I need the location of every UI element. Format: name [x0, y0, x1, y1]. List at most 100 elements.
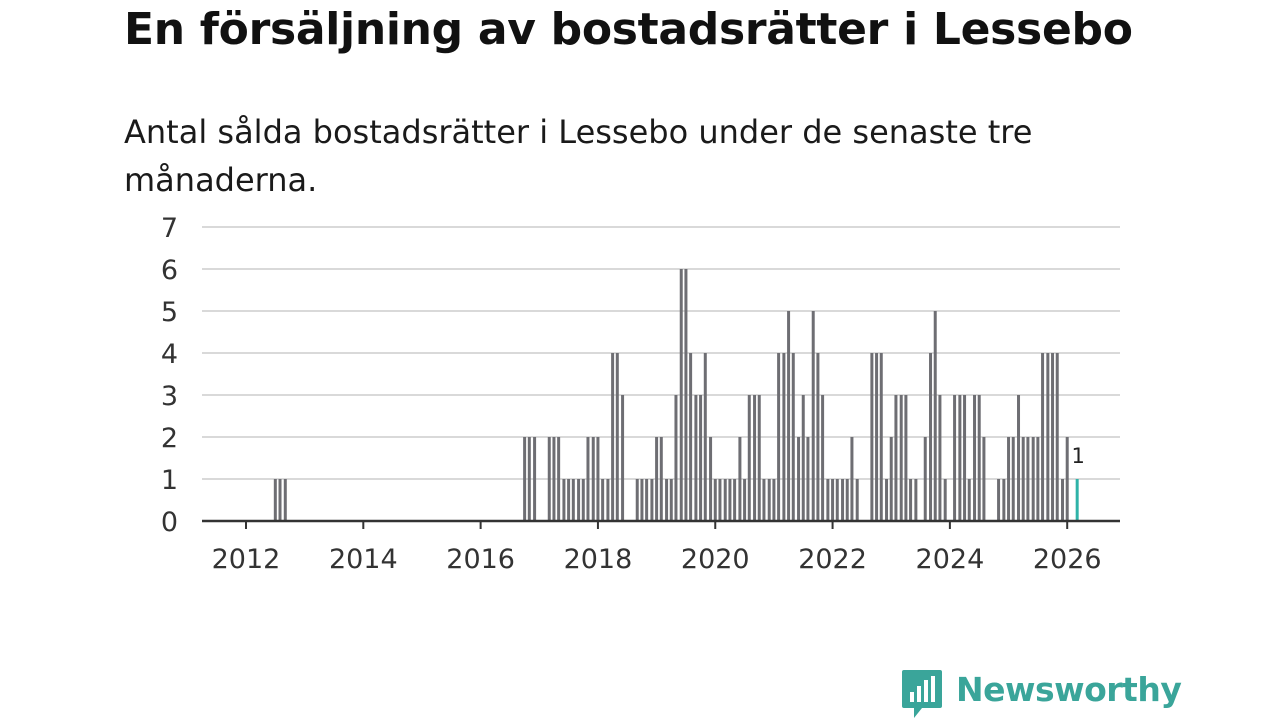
- bar-8: [557, 437, 561, 521]
- bar-46: [753, 395, 757, 521]
- y-tick-label-4: 4: [161, 339, 178, 370]
- bar-89: [982, 437, 986, 521]
- x-tick-label-2020: 2020: [681, 544, 750, 575]
- bar-44: [743, 479, 747, 521]
- bar-32: [684, 269, 688, 521]
- bar-59: [816, 353, 820, 521]
- bar-highlight: [1075, 479, 1079, 521]
- bar-49: [767, 479, 771, 521]
- bar-79: [929, 353, 933, 521]
- bar-60: [821, 395, 825, 521]
- bar-43: [738, 437, 742, 521]
- bar-56: [801, 395, 805, 521]
- bar-2: [283, 479, 287, 521]
- bar-81: [938, 395, 942, 521]
- bar-31: [679, 269, 683, 521]
- bar-98: [1036, 437, 1040, 521]
- bar-41: [728, 479, 732, 521]
- bar-33: [689, 353, 693, 521]
- bar-90: [997, 479, 1001, 521]
- gridlines: [202, 226, 1120, 480]
- x-tick-label-2022: 2022: [798, 544, 867, 575]
- bar-15: [591, 437, 595, 521]
- bar-30: [674, 395, 678, 521]
- bar-28: [665, 479, 669, 521]
- bar-48: [762, 479, 766, 521]
- bar-104: [1065, 437, 1069, 521]
- bar-94: [1017, 395, 1021, 521]
- bar-93: [1011, 437, 1015, 521]
- bar-96: [1026, 437, 1030, 521]
- bar-1: [278, 479, 282, 521]
- bar-20: [615, 353, 619, 521]
- y-tick-label-6: 6: [161, 255, 178, 286]
- y-tick-label-7: 7: [161, 213, 178, 244]
- bar-86: [967, 479, 971, 521]
- bar-23: [640, 479, 644, 521]
- bar-68: [870, 353, 874, 521]
- highlight-data-label: 1: [1071, 444, 1084, 468]
- bar-101: [1051, 353, 1055, 521]
- bar-36: [703, 353, 707, 521]
- bar-100: [1046, 353, 1050, 521]
- bar-40: [723, 479, 727, 521]
- bar-19: [611, 353, 615, 521]
- y-tick-label-3: 3: [161, 381, 178, 412]
- bar-70: [879, 353, 883, 521]
- bar-51: [777, 353, 781, 521]
- bar-103: [1061, 479, 1065, 521]
- newsworthy-logo-text: Newsworthy: [956, 670, 1182, 709]
- bar-62: [831, 479, 835, 521]
- bar-0: [273, 479, 277, 521]
- bar-29: [669, 479, 673, 521]
- bar-22: [635, 479, 639, 521]
- bar-18: [606, 479, 610, 521]
- bar-3: [523, 437, 527, 521]
- bar-17: [601, 479, 605, 521]
- bar-63: [835, 479, 839, 521]
- newsworthy-logo-icon: [902, 670, 942, 718]
- bar-16: [596, 437, 600, 521]
- bar-61: [826, 479, 830, 521]
- bar-95: [1021, 437, 1025, 521]
- bar-38: [713, 479, 717, 521]
- bar-57: [806, 437, 810, 521]
- x-tick-label-2026: 2026: [1033, 544, 1102, 575]
- bar-58: [811, 311, 815, 521]
- bar-21: [621, 395, 625, 521]
- bar-99: [1041, 353, 1045, 521]
- bar-77: [914, 479, 918, 521]
- bar-26: [655, 437, 659, 521]
- bar-7: [552, 437, 556, 521]
- bar-97: [1031, 437, 1035, 521]
- bar-87: [973, 395, 977, 521]
- bar-52: [782, 353, 786, 521]
- bar-64: [841, 479, 845, 521]
- bar-10: [567, 479, 571, 521]
- bar-13: [581, 479, 585, 521]
- bar-102: [1055, 353, 1059, 521]
- newsworthy-logo[interactable]: Newsworthy: [900, 668, 1182, 720]
- bar-27: [659, 437, 663, 521]
- bar-88: [977, 395, 981, 521]
- bar-9: [562, 479, 566, 521]
- bar-82: [943, 479, 947, 521]
- x-tick-label-2018: 2018: [564, 544, 633, 575]
- bar-74: [899, 395, 903, 521]
- bar-35: [699, 395, 703, 521]
- bar-78: [923, 437, 927, 521]
- bar-53: [787, 311, 791, 521]
- bar-83: [953, 395, 957, 521]
- bar-34: [694, 395, 698, 521]
- y-tick-label-2: 2: [161, 423, 178, 454]
- y-tick-label-5: 5: [161, 297, 178, 328]
- y-tick-label-0: 0: [161, 507, 178, 538]
- bar-67: [855, 479, 859, 521]
- bar-75: [904, 395, 908, 521]
- bars: [273, 269, 1079, 521]
- bar-66: [850, 437, 854, 521]
- bar-6: [547, 437, 551, 521]
- bar-12: [577, 479, 581, 521]
- bar-25: [650, 479, 654, 521]
